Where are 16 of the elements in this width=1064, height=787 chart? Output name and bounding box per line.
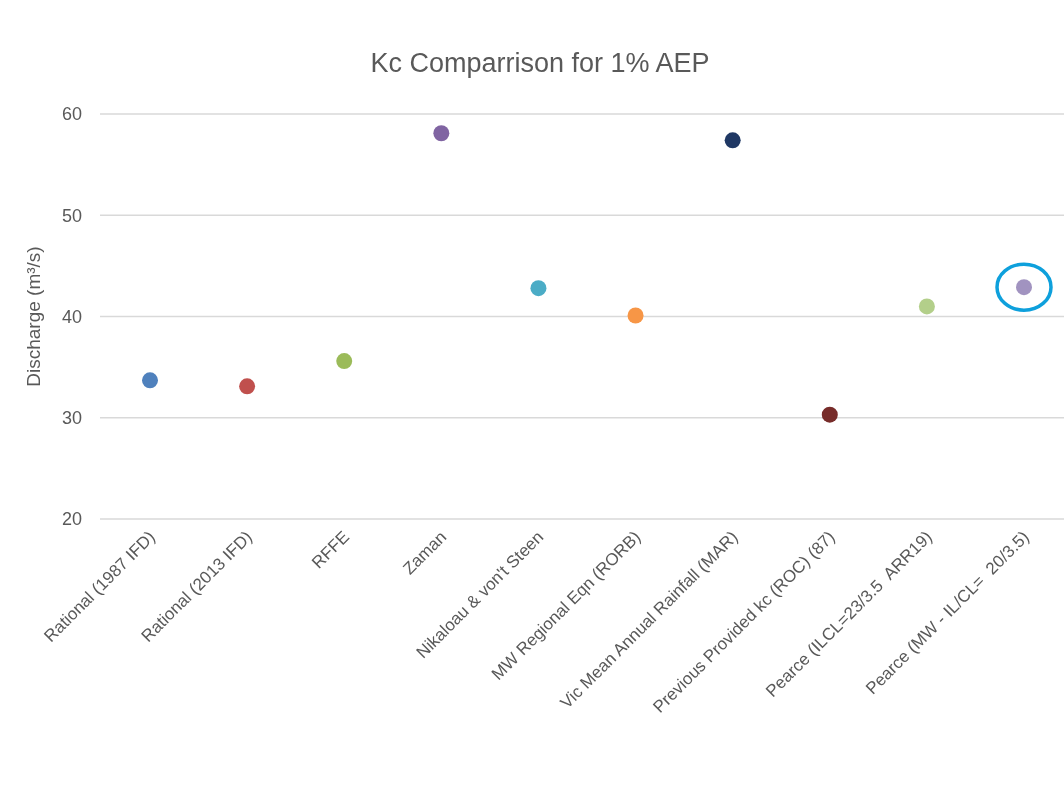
point xyxy=(724,132,741,149)
chart-title: Kc Comparrison for 1% AEP xyxy=(370,48,710,78)
y-axis-title: Discharge (m³/s) xyxy=(23,246,44,387)
point xyxy=(918,298,935,315)
y-tick-label: 50 xyxy=(61,205,82,226)
y-tick-label: 20 xyxy=(61,509,82,530)
point xyxy=(142,372,158,389)
y-tick-label: 40 xyxy=(61,306,82,327)
point xyxy=(433,125,450,142)
point xyxy=(336,353,353,370)
point xyxy=(821,406,838,423)
y-tick-label: 60 xyxy=(61,104,82,125)
point xyxy=(627,307,644,324)
y-tick-label: 30 xyxy=(61,408,82,429)
point xyxy=(239,378,256,395)
point xyxy=(530,280,547,297)
